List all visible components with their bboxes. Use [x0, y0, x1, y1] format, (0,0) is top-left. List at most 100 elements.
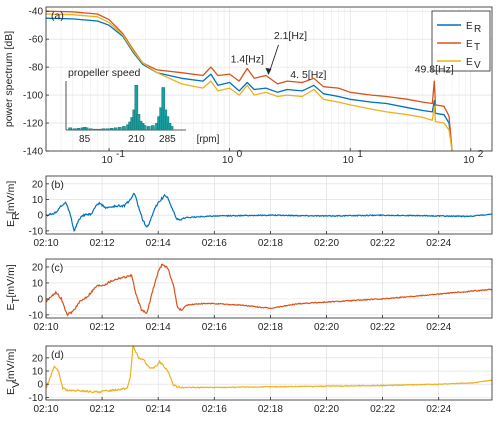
y-tick-label: 20 — [32, 262, 44, 273]
x-tick-label: 02:10 — [33, 238, 58, 249]
x-tick-label: 02:20 — [314, 238, 339, 249]
inset-x-tick-label: 285 — [159, 134, 176, 145]
panel-label: (d) — [51, 349, 64, 361]
x-tick-label: 02:14 — [146, 404, 171, 415]
axes-frame — [45, 258, 493, 319]
series-line-R — [45, 17, 453, 152]
y-axis-label-subscript: R — [10, 212, 22, 220]
x-tick-label: 02:24 — [426, 322, 451, 333]
y-tick-label: -10 — [29, 310, 44, 321]
legend-label: E — [466, 21, 473, 32]
panel-d: -10 0 10 20 02:10 02:12 02:14 02:16 02:18 02:20 02… — [5, 345, 493, 415]
y-axis-label-main: E — [5, 303, 17, 310]
y-tick-label: -80 — [29, 63, 44, 74]
x-tick-label: 10 — [222, 155, 234, 166]
inset-bar — [76, 128, 81, 131]
y-tick-label: 10 — [32, 278, 44, 289]
x-tick-exponent: -1 — [116, 149, 125, 160]
inset-bar — [169, 126, 174, 131]
y-axis-label: power spectrum [dB] — [3, 31, 15, 127]
series-line-E_T — [46, 263, 492, 317]
x-tick-label: 02:16 — [202, 322, 227, 333]
inset-bar — [117, 127, 122, 131]
y-axis-label-unit: [mV/m] — [5, 349, 17, 382]
x-tick-label: 10 — [343, 155, 355, 166]
grid-a — [45, 7, 492, 152]
x-tick-label: 02:16 — [202, 404, 227, 415]
y-axis-label-subscript: T — [10, 297, 22, 304]
x-tick-label: 02:20 — [314, 404, 339, 415]
x-tick-exponent: 1 — [357, 149, 363, 160]
legend-label: E — [466, 57, 473, 68]
y-axis-label: ET[mV/m] — [5, 264, 22, 310]
y-axis-label: ER[mV/m] — [5, 181, 22, 227]
inset-bar — [146, 126, 151, 131]
inset-unit: [rpm] — [197, 134, 220, 145]
series-line-E_V — [46, 346, 492, 394]
axes-frame — [45, 345, 493, 401]
grid-d — [45, 346, 492, 400]
x-tick-label: 02:10 — [33, 404, 58, 415]
series-line-V — [45, 13, 453, 152]
x-tick-label: 02:18 — [258, 322, 283, 333]
x-tick-exponent: 0 — [237, 149, 243, 160]
y-tick-label: 0 — [37, 294, 43, 305]
x-tick-label: 02:22 — [370, 238, 395, 249]
legend-box — [431, 10, 491, 72]
series-line-E_R — [46, 192, 492, 232]
y-axis-label-unit: [mV/m] — [5, 181, 17, 214]
annotation: 1.4[Hz] — [231, 54, 264, 66]
inset-bar — [93, 128, 97, 131]
y-tick-label: 20 — [32, 179, 44, 190]
axes-frame — [45, 175, 493, 235]
grid-b — [45, 176, 492, 234]
y-axis-label-subscript: V — [10, 381, 22, 388]
inset-bar — [68, 127, 72, 131]
inset-x-tick-label: 210 — [128, 134, 145, 145]
legend-label-subscript: T — [474, 42, 480, 53]
axes-frame — [45, 6, 493, 152]
x-tick-label: 02:22 — [370, 404, 395, 415]
annotation-arrowhead — [265, 67, 272, 75]
inset-bar — [142, 125, 147, 131]
y-tick-label: 20 — [32, 353, 44, 364]
panel-a: -140-120-100-80-60-4010-1100101102power … — [3, 6, 493, 166]
inset-bar — [109, 128, 114, 131]
y-tick-label: -60 — [29, 35, 44, 46]
x-tick-label: 02:24 — [426, 404, 451, 415]
y-tick-label: -10 — [29, 226, 44, 237]
x-tick-exponent: 2 — [478, 149, 484, 160]
y-axis-label-main: E — [5, 220, 17, 227]
legend-label-subscript: V — [474, 60, 481, 71]
annotation: 4. 5[Hz] — [290, 69, 326, 81]
inset-bar — [97, 128, 101, 131]
y-tick-label: -100 — [23, 91, 43, 102]
panel-label: (c) — [51, 262, 63, 274]
inset-histogram: propeller speed 85 210 285 [rpm] — [65, 67, 220, 145]
x-tick-label: 02:12 — [90, 322, 115, 333]
y-tick-label: 0 — [37, 211, 43, 222]
annotation: 49.8[Hz] — [415, 63, 454, 75]
legend-label-subscript: R — [474, 24, 481, 35]
x-tick-label: 10 — [463, 155, 475, 166]
inset-bar — [105, 128, 110, 131]
inset-x-tick-label: 85 — [79, 134, 91, 145]
x-tick-label: 02:18 — [258, 238, 283, 249]
inset-bar — [161, 87, 166, 131]
grid-c — [45, 259, 492, 318]
x-tick-label: 02:10 — [33, 322, 58, 333]
y-tick-label: 10 — [32, 195, 44, 206]
panel-label: (a) — [51, 10, 64, 22]
y-axis-label-main: E — [5, 388, 17, 395]
x-tick-label: 02:22 — [370, 322, 395, 333]
y-axis-label-unit: [mV/m] — [5, 264, 17, 297]
annotation-arrow — [269, 44, 279, 73]
inset-bar — [151, 125, 155, 131]
y-axis-label: EV[mV/m] — [5, 349, 22, 395]
y-tick-label: 0 — [37, 380, 43, 391]
x-tick-label: 02:20 — [314, 322, 339, 333]
y-tick-label: -120 — [23, 119, 43, 130]
inset-bar — [113, 127, 118, 131]
y-tick-label: -10 — [29, 393, 44, 404]
